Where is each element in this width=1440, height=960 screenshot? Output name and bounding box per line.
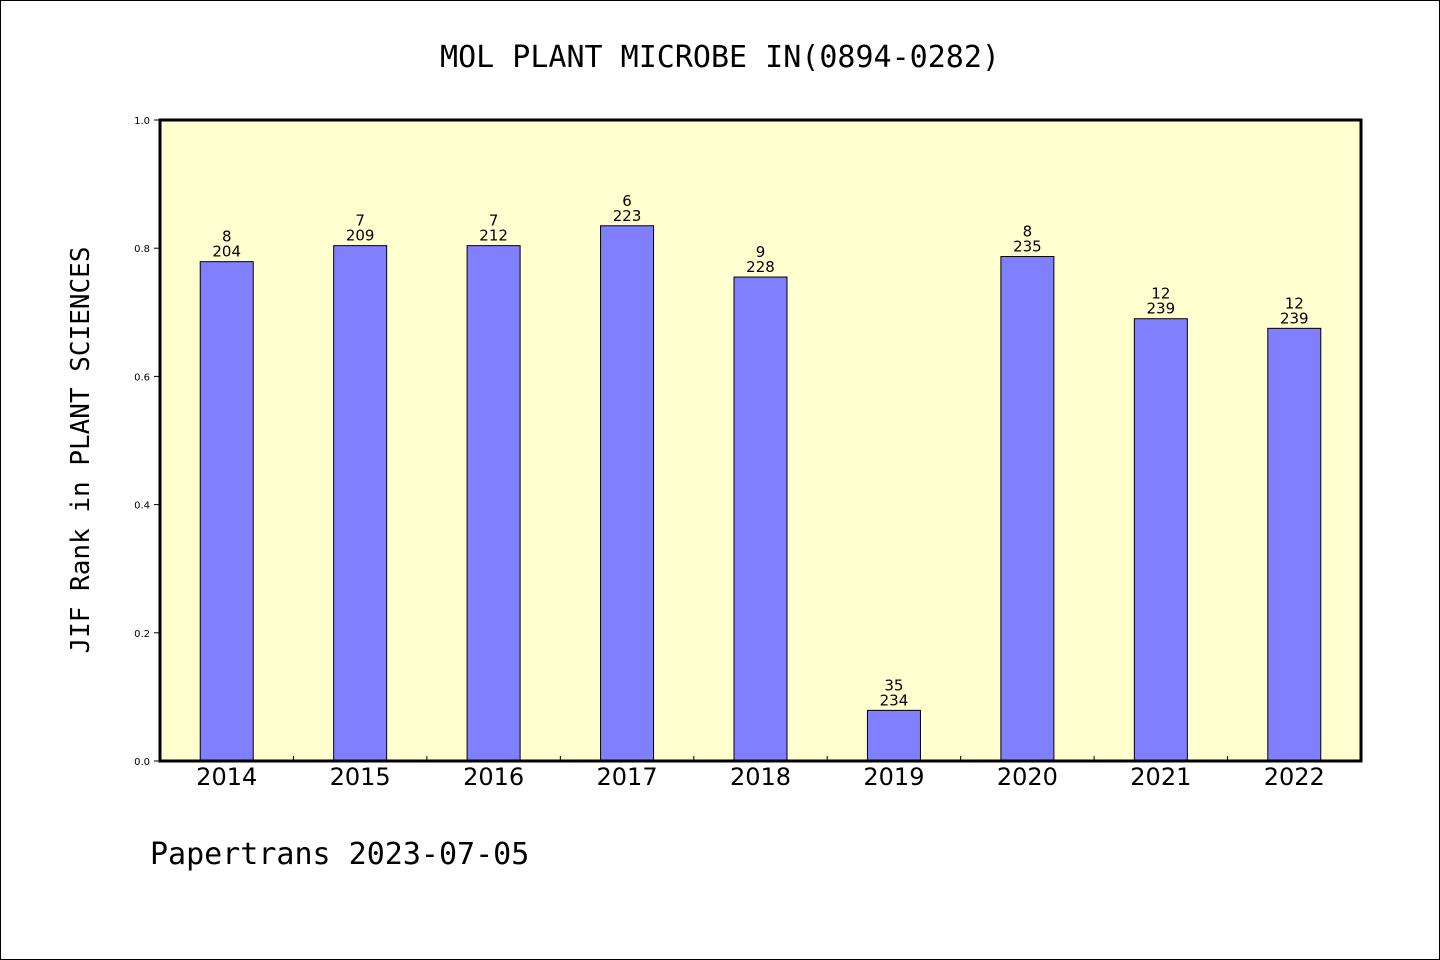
x-tick-label: 2021 (1130, 763, 1191, 791)
bar (1267, 327, 1322, 762)
bar-total-label: 204 (212, 243, 241, 261)
x-tick-label: 2020 (997, 763, 1058, 791)
bar (199, 261, 254, 762)
bar-rank-label: 7 (489, 212, 499, 230)
labels-layer: 2014820420157209201672122017622320189228… (196, 192, 1325, 791)
y-axis-label: JIF Rank in PLANT SCIENCES (66, 247, 96, 654)
bar-total-label: 239 (1147, 300, 1176, 318)
bar-rank-label: 35 (884, 676, 903, 694)
bar (1133, 318, 1188, 762)
bar-rank-label: 7 (355, 212, 365, 230)
bar (733, 276, 788, 762)
y-tick-label: 0.0 (134, 757, 150, 768)
footer-text: Papertrans 2023-07-05 (150, 837, 529, 872)
bar-rank-label: 12 (1151, 285, 1170, 303)
x-tick-label: 2016 (463, 763, 524, 791)
y-tick-label: 1.0 (134, 116, 150, 127)
x-tick-label: 2017 (597, 763, 658, 791)
bar-total-label: 209 (346, 227, 375, 245)
y-tick-label: 0.6 (134, 372, 150, 383)
bar-rank-label: 6 (622, 192, 632, 210)
bar (866, 709, 921, 762)
x-tick-label: 2022 (1264, 763, 1325, 791)
chart-title: MOL PLANT MICROBE IN(0894-0282) (440, 40, 1000, 75)
x-tick-label: 2018 (730, 763, 791, 791)
y-tick-label: 0.4 (134, 501, 150, 512)
bar-total-label: 239 (1280, 309, 1309, 327)
bar-rank-label: 9 (756, 243, 766, 261)
y-tick-label: 0.8 (134, 244, 150, 255)
y-tick-label: 0.2 (134, 629, 150, 640)
bar (333, 245, 388, 762)
bars-layer (199, 225, 1322, 762)
bar-total-label: 228 (746, 258, 775, 276)
bar (1000, 256, 1055, 762)
bar-total-label: 234 (880, 691, 909, 709)
bar-rank-label: 12 (1285, 294, 1304, 312)
bar-rank-label: 8 (1023, 223, 1033, 241)
bar-total-label: 223 (613, 207, 642, 225)
x-tick-label: 2015 (330, 763, 391, 791)
bar (600, 225, 655, 762)
bar-total-label: 212 (479, 227, 508, 245)
plot-border (158, 118, 1363, 763)
bar-rank-label: 8 (222, 228, 232, 246)
bar (466, 245, 521, 762)
x-tick-label: 2019 (863, 763, 924, 791)
x-tick-label: 2014 (196, 763, 257, 791)
bar-total-label: 235 (1013, 238, 1042, 256)
